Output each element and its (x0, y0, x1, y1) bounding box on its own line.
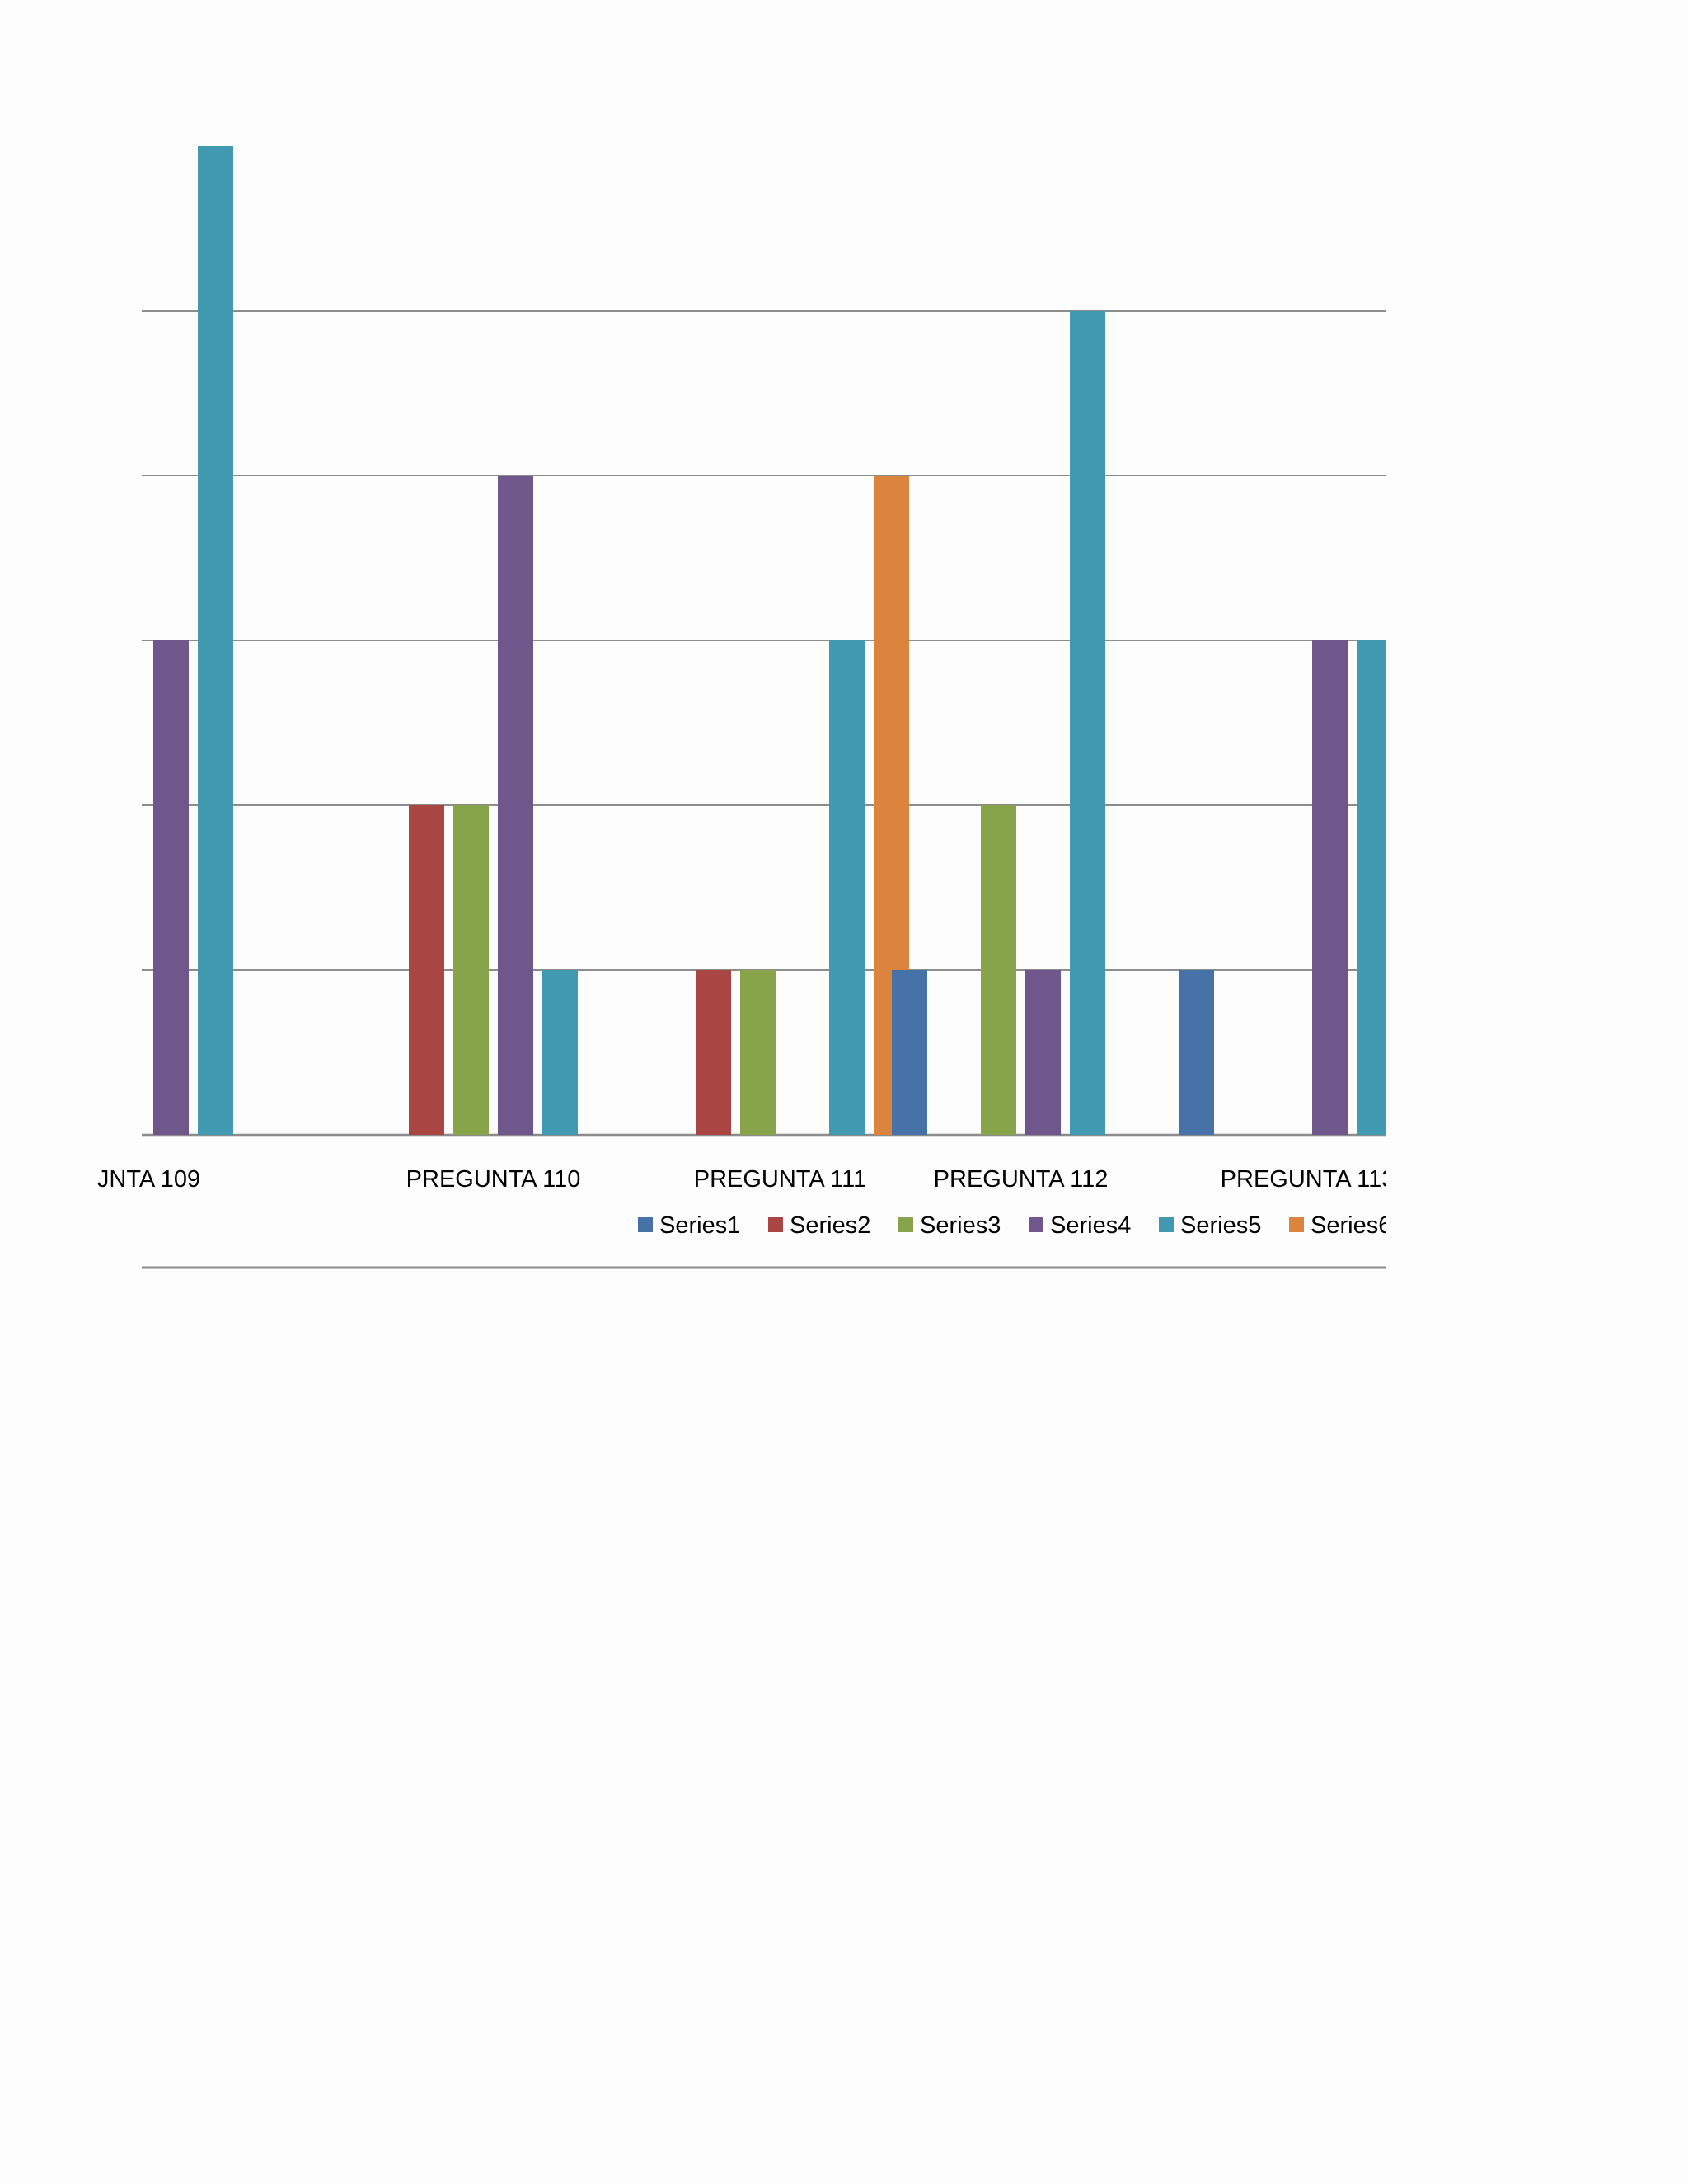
bar-series2-3 (696, 970, 731, 1135)
legend-swatch (898, 1217, 913, 1232)
bar-series3-4 (981, 805, 1016, 1135)
category-label: JNTA 109 (97, 1166, 200, 1193)
legend-swatch (1289, 1217, 1304, 1232)
legend-label: Series1 (659, 1212, 740, 1239)
bar-series5-2 (542, 970, 578, 1135)
legend-item-series1: Series1 (638, 1212, 740, 1239)
legend-label: Series2 (790, 1212, 870, 1239)
category-label: PREGUNTA 110 (406, 1166, 581, 1193)
legend-swatch (1159, 1217, 1174, 1232)
legend-swatch (768, 1217, 783, 1232)
bar-series4-4 (1025, 970, 1061, 1135)
bar-series1-4 (892, 970, 927, 1135)
bar-series5-3 (829, 640, 865, 1135)
legend-label: Series5 (1180, 1212, 1261, 1239)
bar-series3-2 (453, 805, 489, 1135)
legend-label: Series3 (920, 1212, 1001, 1239)
bar-series5-5 (1357, 640, 1386, 1135)
bar-series5-1 (198, 146, 233, 1135)
legend-item-series6: Series6 (1289, 1212, 1391, 1239)
bar-series2-2 (409, 805, 444, 1135)
legend-label: Series6 (1311, 1212, 1391, 1239)
legend-item-series2: Series2 (768, 1212, 870, 1239)
legend-item-series5: Series5 (1159, 1212, 1261, 1239)
bar-series4-2 (498, 476, 533, 1135)
category-label: PREGUNTA 111 (694, 1166, 867, 1193)
legend-swatch (638, 1217, 653, 1232)
legend-item-series3: Series3 (898, 1212, 1001, 1239)
bar-series5-4 (1070, 311, 1105, 1135)
bar-series4-5 (1312, 640, 1348, 1135)
bar-series3-3 (740, 970, 776, 1135)
bar-series1-5 (1179, 970, 1214, 1135)
legend-label: Series4 (1050, 1212, 1131, 1239)
legend-swatch (1029, 1217, 1043, 1232)
bar-series4-1 (153, 640, 189, 1135)
legend-item-series4: Series4 (1029, 1212, 1131, 1239)
category-label: PREGUNTA 113 (1221, 1166, 1395, 1193)
category-label: PREGUNTA 112 (934, 1166, 1109, 1193)
